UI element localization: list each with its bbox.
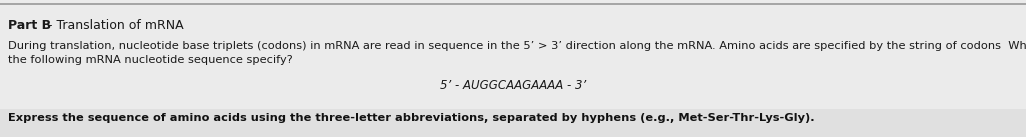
Text: - Translation of mRNA: - Translation of mRNA [44, 19, 184, 32]
Bar [0, 109, 1026, 137]
Text: Express the sequence of amino acids using the three-letter abbreviations, separa: Express the sequence of amino acids usin… [8, 113, 815, 123]
Text: the following mRNA nucleotide sequence specify?: the following mRNA nucleotide sequence s… [8, 55, 292, 65]
Text: 5’ - AUGGCAAGAAAA - 3’: 5’ - AUGGCAAGAAAA - 3’ [440, 79, 586, 92]
Text: Part B: Part B [8, 19, 51, 32]
Text: During translation, nucleotide base triplets (codons) in mRNA are read in sequen: During translation, nucleotide base trip… [8, 41, 1026, 51]
